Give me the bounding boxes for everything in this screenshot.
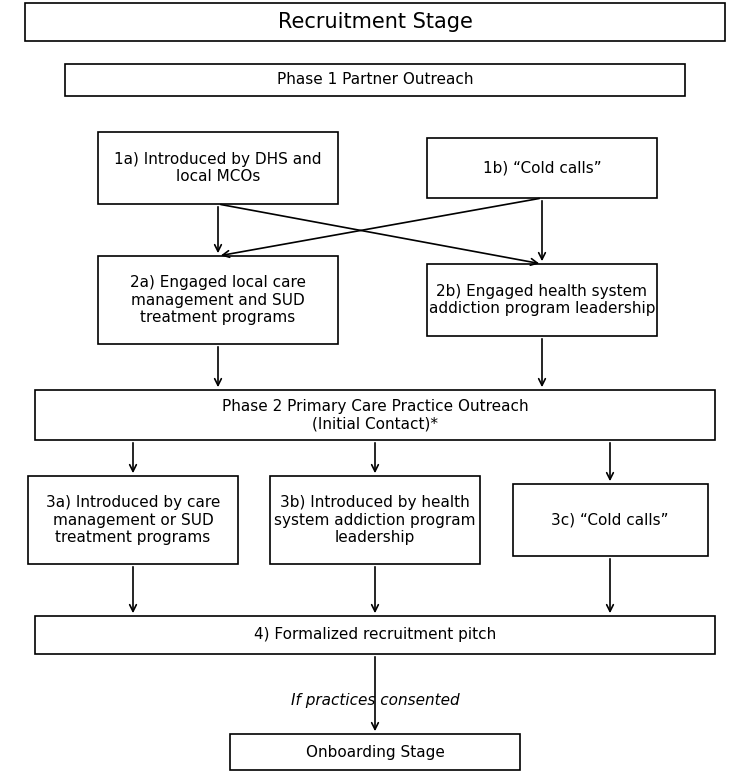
Text: Recruitment Stage: Recruitment Stage (278, 12, 472, 32)
Bar (427, 264, 657, 336)
Text: 2a) Engaged local care
management and SUD
treatment programs: 2a) Engaged local care management and SU… (130, 275, 306, 325)
Text: 2b) Engaged health system
addiction program leadership: 2b) Engaged health system addiction prog… (429, 283, 656, 316)
Bar (65, 64, 685, 96)
Text: Phase 2 Primary Care Practice Outreach
(Initial Contact)*: Phase 2 Primary Care Practice Outreach (… (222, 399, 528, 431)
Text: Onboarding Stage: Onboarding Stage (305, 745, 445, 760)
Text: Phase 1 Partner Outreach: Phase 1 Partner Outreach (277, 73, 473, 88)
Bar (35, 390, 715, 440)
Bar (512, 484, 707, 556)
Bar (230, 734, 520, 770)
Bar (427, 138, 657, 198)
Text: If practices consented: If practices consented (291, 692, 459, 708)
Text: 1a) Introduced by DHS and
local MCOs: 1a) Introduced by DHS and local MCOs (114, 152, 322, 184)
Bar (270, 476, 480, 564)
Bar (25, 3, 725, 41)
Bar (35, 616, 715, 654)
Text: 3c) “Cold calls”: 3c) “Cold calls” (551, 513, 669, 528)
Bar (28, 476, 238, 564)
Text: 3b) Introduced by health
system addiction program
leadership: 3b) Introduced by health system addictio… (274, 495, 476, 545)
Text: 3a) Introduced by care
management or SUD
treatment programs: 3a) Introduced by care management or SUD… (46, 495, 220, 545)
Bar (98, 256, 338, 344)
Text: 4) Formalized recruitment pitch: 4) Formalized recruitment pitch (254, 627, 496, 643)
Bar (98, 132, 338, 204)
Text: 1b) “Cold calls”: 1b) “Cold calls” (483, 161, 602, 175)
